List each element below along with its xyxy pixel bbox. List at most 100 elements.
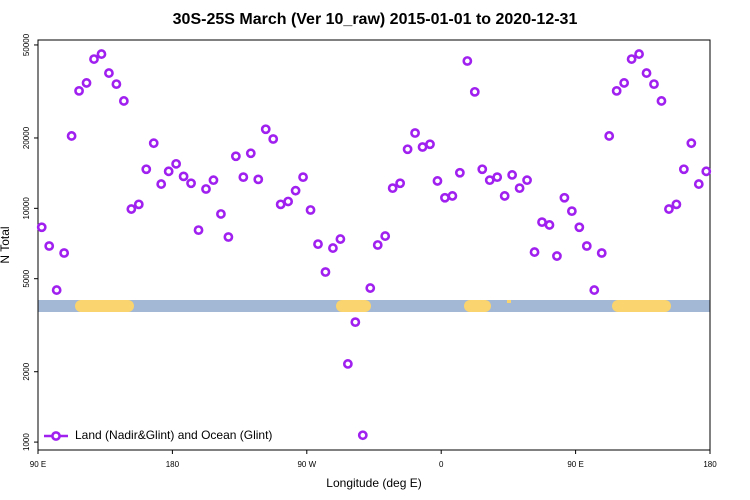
point [313,239,323,250]
point [626,54,637,64]
point [469,86,480,97]
point [156,179,167,189]
point [275,199,286,210]
point [701,166,712,177]
point [335,234,346,244]
point [223,232,234,242]
point [111,79,122,90]
point [283,196,294,207]
point [104,68,114,78]
point [193,225,204,236]
point [596,248,607,258]
point [305,205,316,215]
y-tick-label: 2000 [22,362,31,380]
point [260,124,271,135]
point [559,192,570,203]
point [178,171,189,182]
point [253,174,264,185]
point [432,176,443,186]
point [238,172,249,183]
point [641,68,652,78]
land-band [507,300,511,303]
point [440,192,450,203]
point [290,185,301,196]
point [649,79,659,90]
point [454,167,465,178]
land-band [464,300,491,312]
point [574,222,585,233]
point [96,49,107,59]
point [59,248,70,258]
y-tick-label: 1000 [22,433,31,451]
point [230,151,241,162]
point [328,243,338,253]
point [514,183,525,194]
point [664,204,674,214]
point [544,220,555,230]
point [148,138,159,149]
point [671,199,682,210]
point [118,96,129,106]
point [133,199,144,210]
point [552,251,562,261]
chart-title: 30S-25S March (Ver 10_raw) 2015-01-01 to… [173,11,578,28]
point [477,164,488,175]
point [186,178,196,189]
point [686,138,697,149]
ocean-band [38,300,710,312]
point [656,96,667,106]
point [163,166,174,177]
point [380,231,391,241]
point [693,179,704,189]
point [342,359,353,369]
y-tick-label: 50000 [22,33,31,56]
land-band [75,300,134,312]
point [507,170,518,180]
point [350,317,361,328]
point [499,191,510,201]
point [245,148,256,159]
point [604,131,615,141]
land-band [612,300,671,312]
x-tick-label: 180 [166,460,180,469]
point [581,241,592,251]
point [171,158,182,169]
point [484,175,495,186]
point [126,204,137,214]
point [611,85,622,96]
point [81,78,92,88]
point [36,222,47,233]
point [566,206,577,217]
x-tick-label: 0 [439,460,444,469]
point [492,172,503,183]
x-tick-label: 180 [703,460,717,469]
x-tick-label: 90 E [30,460,46,469]
point [462,56,473,66]
x-tick-label: 90 W [297,460,316,469]
point [410,128,420,138]
point [216,209,226,219]
coverage-band [38,300,710,312]
y-tick-label: 5000 [22,269,31,287]
point [89,54,99,64]
point [372,240,383,250]
x-axis-label: Longitude (deg E) [326,476,421,490]
y-tick-label: 10000 [22,197,31,220]
point [395,178,406,189]
point [201,184,211,194]
point [387,183,398,194]
point [44,241,55,251]
point [634,49,644,59]
point [529,247,540,257]
point [268,134,279,144]
point [619,78,630,88]
point [447,191,458,201]
y-axis-label: N Total [0,226,12,263]
point [402,144,413,155]
point [417,142,428,152]
plot-frame [37,39,711,451]
point [425,139,435,150]
legend-label: Land (Nadir&Glint) and Ocean (Glint) [75,428,272,442]
point [208,175,219,186]
point [365,283,376,293]
